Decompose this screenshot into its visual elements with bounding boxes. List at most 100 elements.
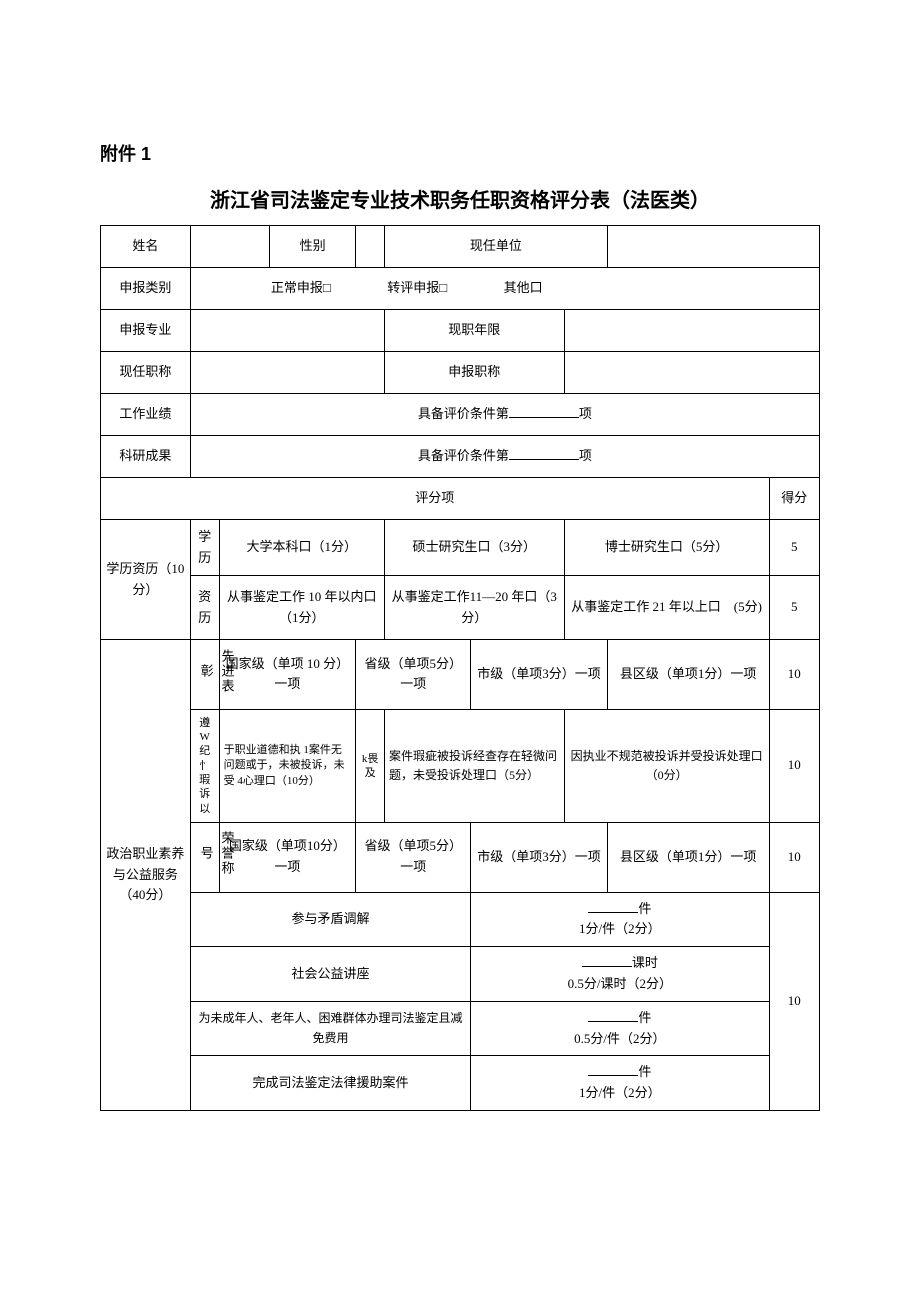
label-ethics-a: 遵W纪忄瑕诉以 — [190, 709, 219, 822]
row-edu: 学历资历（10分） 学历 大学本科口（1分） 硕士研究生口（3分） 博士研究生口… — [101, 520, 820, 576]
rate-text: 1分/件（2分） — [579, 921, 661, 936]
text-suffix: 项 — [579, 406, 592, 421]
field-name[interactable] — [190, 226, 269, 268]
row-exp: 资历 从事鉴定工作 10 年以内口（1分） 从事鉴定工作11—20 年口（3分）… — [101, 576, 820, 640]
exp-score: 5 — [769, 576, 819, 640]
hon-opt2[interactable]: 省级（单项5分）一项 — [356, 822, 471, 892]
field-curtitle[interactable] — [190, 352, 384, 394]
page-title: 浙江省司法鉴定专业技术职务任职资格评分表（法医类） — [100, 184, 820, 213]
field-work-perf[interactable]: 具备评价条件第 项 — [190, 394, 819, 436]
ethics-opt3[interactable]: 因执业不规范被投诉并受投诉处理口（0分） — [564, 709, 769, 822]
group-political: 政治职业素养与公益服务（40分） — [101, 640, 191, 1111]
ethics-score: 10 — [769, 709, 819, 822]
svc4-value[interactable]: 件 1分/件（2分） — [471, 1056, 769, 1111]
row-research: 科研成果 具备评价条件第 项 — [101, 436, 820, 478]
unit-suffix: 课时 — [632, 955, 658, 970]
label-curtitle: 现任职称 — [101, 352, 191, 394]
svc-score: 10 — [769, 892, 819, 1110]
blank-field[interactable] — [582, 954, 632, 967]
svc1-value[interactable]: 件 1分/件（2分） — [471, 892, 769, 947]
opt-other[interactable]: 其他口 — [504, 280, 543, 295]
adv-score: 10 — [769, 640, 819, 710]
adv-opt3[interactable]: 市级（单项3分）一项 — [471, 640, 608, 710]
label-major: 申报专业 — [101, 310, 191, 352]
ethics-col: k畏及 — [356, 709, 385, 822]
label-work-perf: 工作业绩 — [101, 394, 191, 436]
text-prefix: 具备评价条件第 — [418, 448, 509, 463]
svc4-label: 完成司法鉴定法律援助案件 — [190, 1056, 470, 1111]
hon-opt4[interactable]: 县区级（单项1分）一项 — [607, 822, 769, 892]
svc3-value[interactable]: 件 0.5分/件（2分） — [471, 1001, 769, 1056]
opt-normal[interactable]: 正常申报□ — [271, 280, 331, 295]
svc2-value[interactable]: 课时 0.5分/课时（2分） — [471, 947, 769, 1002]
ethics-mid[interactable]: 于职业道德和执 1案件无问题或于，未被投诉，未受 4心理口（10分） — [219, 709, 356, 822]
label-advanced: 先进表彰 — [190, 640, 219, 710]
edu-score: 5 — [769, 520, 819, 576]
exp-opt2[interactable]: 从事鉴定工作11—20 年口（3分） — [384, 576, 564, 640]
svc3-label: 为未成年人、老年人、困难群体办理司法鉴定且减免费用 — [190, 1001, 470, 1056]
adv-opt2[interactable]: 省级（单项5分）一项 — [356, 640, 471, 710]
hon-opt1[interactable]: 国家级（单项10分）一项 — [219, 822, 356, 892]
field-research[interactable]: 具备评价条件第 项 — [190, 436, 819, 478]
unit-suffix: 件 — [638, 1064, 651, 1079]
blank-field[interactable] — [509, 405, 579, 418]
row-eval-header: 评分项 得分 — [101, 478, 820, 520]
edu-opt1[interactable]: 大学本科口（1分） — [219, 520, 384, 576]
blank-field[interactable] — [588, 1063, 638, 1076]
label-research: 科研成果 — [101, 436, 191, 478]
row-ethics: 遵W纪忄瑕诉以 于职业道德和执 1案件无问题或于，未被投诉，未受 4心理口（10… — [101, 709, 820, 822]
label-apply-type: 申报类别 — [101, 268, 191, 310]
label-score: 得分 — [769, 478, 819, 520]
row-honor: 荣誉称号 国家级（单项10分）一项 省级（单项5分）一项 市级（单项3分）一项 … — [101, 822, 820, 892]
label-years: 现职年限 — [384, 310, 564, 352]
hon-opt3[interactable]: 市级（单项3分）一项 — [471, 822, 608, 892]
adv-opt1[interactable]: 国家级（单项 10 分）一项 — [219, 640, 356, 710]
row-major: 申报专业 现职年限 — [101, 310, 820, 352]
label-applytitle: 申报职称 — [384, 352, 564, 394]
label-name: 姓名 — [101, 226, 191, 268]
row-apply-type: 申报类别 正常申报□ 转评申报□ 其他口 — [101, 268, 820, 310]
scoring-table: 姓名 性别 现任单位 申报类别 正常申报□ 转评申报□ 其他口 申报专业 现职年… — [100, 225, 820, 1111]
label-exp: 资历 — [190, 576, 219, 640]
group-edu: 学历资历（10分） — [101, 520, 191, 640]
field-years[interactable] — [564, 310, 819, 352]
unit-suffix: 件 — [638, 901, 651, 916]
field-apply-type[interactable]: 正常申报□ 转评申报□ 其他口 — [190, 268, 819, 310]
attachment-label: 附件 1 — [100, 140, 820, 166]
svc2-label: 社会公益讲座 — [190, 947, 470, 1002]
adv-opt4[interactable]: 县区级（单项1分）一项 — [607, 640, 769, 710]
unit-suffix: 件 — [638, 1010, 651, 1025]
row-svc2: 社会公益讲座 课时 0.5分/课时（2分） — [101, 947, 820, 1002]
row-name: 姓名 性别 现任单位 — [101, 226, 820, 268]
row-svc1: 参与矛盾调解 件 1分/件（2分） 10 — [101, 892, 820, 947]
label-unit: 现任单位 — [384, 226, 607, 268]
field-major[interactable] — [190, 310, 384, 352]
text-prefix: 具备评价条件第 — [418, 406, 509, 421]
rate-text: 0.5分/件（2分） — [574, 1031, 665, 1046]
svc1-label: 参与矛盾调解 — [190, 892, 470, 947]
exp-opt3[interactable]: 从事鉴定工作 21 年以上口 (5分) — [564, 576, 769, 640]
row-current-title: 现任职称 申报职称 — [101, 352, 820, 394]
label-edu: 学历 — [190, 520, 219, 576]
opt-transfer[interactable]: 转评申报□ — [387, 280, 447, 295]
row-work-perf: 工作业绩 具备评价条件第 项 — [101, 394, 820, 436]
exp-opt1[interactable]: 从事鉴定工作 10 年以内口（1分） — [219, 576, 384, 640]
blank-field[interactable] — [588, 1009, 638, 1022]
label-honor: 荣誉称号 — [190, 822, 219, 892]
hon-score: 10 — [769, 822, 819, 892]
rate-text: 0.5分/课时（2分） — [568, 976, 672, 991]
rate-text: 1分/件（2分） — [579, 1085, 661, 1100]
field-gender[interactable] — [356, 226, 385, 268]
blank-field[interactable] — [588, 900, 638, 913]
field-applytitle[interactable] — [564, 352, 819, 394]
row-svc4: 完成司法鉴定法律援助案件 件 1分/件（2分） — [101, 1056, 820, 1111]
field-unit[interactable] — [607, 226, 819, 268]
ethics-opt2[interactable]: 案件瑕疵被投诉经查存在轻微问题，未受投诉处理口（5分） — [384, 709, 564, 822]
edu-opt2[interactable]: 硕士研究生口（3分） — [384, 520, 564, 576]
row-svc3: 为未成年人、老年人、困难群体办理司法鉴定且减免费用 件 0.5分/件（2分） — [101, 1001, 820, 1056]
text-suffix: 项 — [579, 448, 592, 463]
label-gender: 性别 — [269, 226, 355, 268]
label-eval: 评分项 — [101, 478, 770, 520]
blank-field[interactable] — [509, 447, 579, 460]
edu-opt3[interactable]: 博士研究生口（5分） — [564, 520, 769, 576]
